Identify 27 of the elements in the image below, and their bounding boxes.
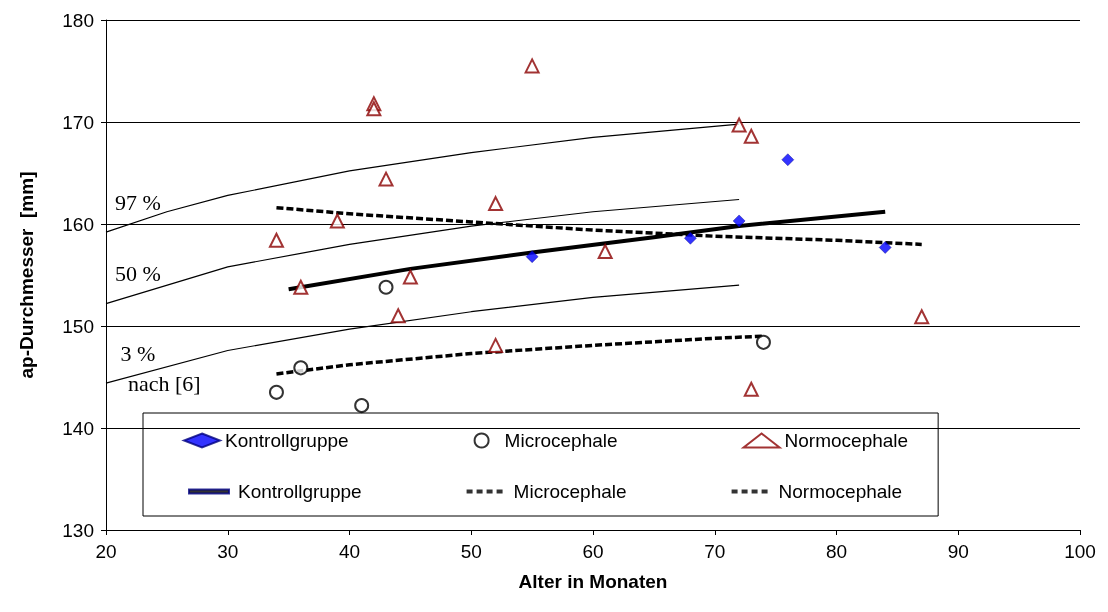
y-tick-label: 160	[62, 213, 94, 235]
legend-label: Kontrollgruppe	[225, 430, 349, 451]
legend-label: Normocephale	[784, 430, 909, 451]
x-tick-label: 100	[1064, 541, 1096, 562]
series-label: 3 %	[120, 340, 156, 366]
y-tick-label: 140	[62, 417, 94, 439]
series-label: 97 %	[115, 189, 161, 215]
series-label: 50 %	[115, 261, 161, 287]
x-tick-label: 50	[460, 541, 482, 562]
x-tick-label: 90	[947, 541, 969, 562]
legend-label: Normocephale	[778, 481, 903, 502]
x-tick-label: 30	[217, 541, 239, 562]
legend-label: Microcephale	[513, 481, 627, 502]
annotation: nach [6]	[128, 370, 201, 396]
y-axis-title: ap-Durchmesser [mm]	[16, 171, 37, 379]
x-tick-label: 40	[338, 541, 361, 562]
y-tick-label: 150	[62, 315, 94, 337]
y-tick-label: 180	[62, 9, 94, 31]
x-tick-label: 80	[825, 541, 848, 562]
x-tick-label: 20	[95, 541, 117, 562]
x-tick-label: 60	[582, 541, 604, 562]
y-tick-label: 170	[62, 111, 94, 133]
legend-label: Kontrollgruppe	[238, 481, 362, 502]
y-tick-label: 130	[62, 519, 94, 541]
x-axis-title: Alter in Monaten	[518, 571, 668, 592]
legend-label: Microcephale	[504, 430, 618, 451]
x-tick-label: 70	[704, 541, 726, 562]
